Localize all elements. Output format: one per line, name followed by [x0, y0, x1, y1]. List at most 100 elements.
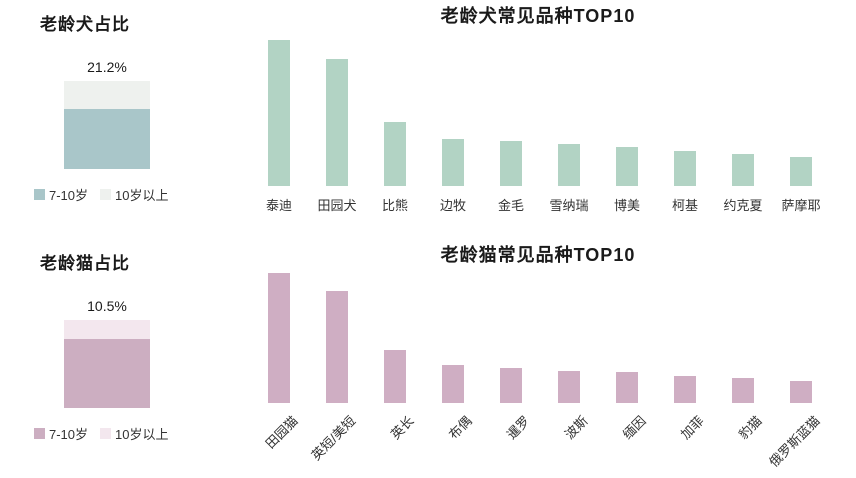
- x-axis-label: 俄罗斯蓝猫: [766, 413, 823, 470]
- cat-top10-title: 老龄猫常见品种TOP10: [440, 245, 636, 265]
- bar-缅因: [616, 371, 638, 403]
- bar-slot: 暹罗: [482, 273, 540, 473]
- x-axis-label: 豹猫: [735, 413, 765, 443]
- bar-slot: 萨摩耶: [772, 40, 830, 214]
- bar-area: [714, 40, 772, 186]
- bar-area: [714, 273, 772, 403]
- dog-top10-panel: 老龄犬常见品种TOP10 泰迪 田园犬 比熊 边牧 金毛 雪纳瑞 博美 柯基 约克夏 萨摩耶: [220, 0, 856, 239]
- x-axis-label: 雪纳瑞: [549, 198, 589, 213]
- dog-top10-chart: 泰迪 田园犬 比熊 边牧 金毛 雪纳瑞 博美 柯基 约克夏 萨摩耶: [220, 40, 856, 214]
- bar-area: [772, 40, 830, 186]
- legend-label: 10岁以上: [115, 188, 169, 203]
- legend-label: 10岁以上: [115, 427, 169, 442]
- bar-英短/美短: [326, 291, 348, 403]
- bar-slot: 边牧: [424, 40, 482, 214]
- bar-area: [308, 273, 366, 403]
- legend-label: 7-10岁: [49, 188, 89, 203]
- stack-segment-7-10岁: [64, 339, 150, 408]
- bar-slot: 泰迪: [250, 40, 308, 214]
- cat-share-legend: 7-10岁 10岁以上: [34, 424, 220, 443]
- bar-约克夏: [732, 153, 754, 186]
- x-axis-label: 英短/美短: [308, 413, 359, 464]
- legend-swatch-icon: [34, 189, 45, 200]
- cat-share-title: 老龄猫占比: [40, 254, 130, 273]
- bar-豹猫: [732, 378, 754, 403]
- bar-俄罗斯蓝猫: [790, 380, 812, 403]
- cat-share-chart: 10.5%: [64, 298, 150, 408]
- bar-slot: 雪纳瑞: [540, 40, 598, 214]
- cat-share-panel: 老龄猫占比 10.5% 7-10岁 10岁以上: [0, 239, 220, 478]
- dog-stacked-bar: [64, 81, 150, 169]
- legend-swatch-icon: [100, 189, 112, 200]
- bar-金毛: [500, 140, 522, 186]
- bar-area: [540, 40, 598, 186]
- bar-area: [308, 40, 366, 186]
- bar-波斯: [558, 370, 580, 403]
- dog-top10-title: 老龄犬常见品种TOP10: [440, 6, 636, 26]
- bar-area: [424, 273, 482, 403]
- bar-slot: 柯基: [656, 40, 714, 214]
- bar-slot: 俄罗斯蓝猫: [766, 273, 830, 473]
- x-axis-label: 边牧: [439, 198, 466, 213]
- x-axis-label: 波斯: [561, 413, 591, 443]
- bar-田园犬: [326, 58, 348, 186]
- bar-area: [598, 40, 656, 186]
- bar-area: [424, 40, 482, 186]
- bar-area: [482, 40, 540, 186]
- x-axis-label: 博美: [613, 198, 640, 213]
- bar-area: [250, 40, 308, 186]
- bar-area: [772, 273, 830, 403]
- bar-slot: 田园犬: [308, 40, 366, 214]
- dog-share-panel: 老龄犬占比 21.2% 7-10岁 10岁以上: [0, 0, 220, 239]
- bar-英长: [384, 349, 406, 403]
- bar-slot: 金毛: [482, 40, 540, 214]
- dog-share-value-label: 21.2%: [87, 59, 127, 75]
- legend-swatch-icon: [34, 428, 45, 439]
- x-axis-label: 约克夏: [723, 198, 763, 213]
- bar-萨摩耶: [790, 156, 812, 186]
- cat-top10-chart: 田园猫 英短/美短 英长 布偶 暹罗 波斯 缅因 加菲 豹猫 俄罗斯蓝猫: [220, 273, 856, 473]
- x-axis-label: 暹罗: [503, 413, 533, 443]
- bar-area: [540, 273, 598, 403]
- bar-slot: 加菲: [656, 273, 714, 473]
- dog-section: 老龄犬占比 21.2% 7-10岁 10岁以上 老龄犬常见品种TOP10 泰迪 田园…: [0, 0, 856, 239]
- bar-雪纳瑞: [558, 143, 580, 186]
- legend-swatch-icon: [100, 428, 112, 439]
- bar-area: [366, 40, 424, 186]
- legend-item-10岁以上: 10岁以上: [100, 424, 169, 443]
- bar-slot: 缅因: [598, 273, 656, 473]
- bar-area: [482, 273, 540, 403]
- bar-slot: 英短/美短: [308, 273, 366, 473]
- cat-share-value-label: 10.5%: [87, 298, 127, 314]
- x-axis-label: 缅因: [619, 413, 649, 443]
- legend-item-10岁以上: 10岁以上: [100, 185, 169, 204]
- x-axis-label: 萨摩耶: [781, 198, 821, 213]
- bar-slot: 布偶: [424, 273, 482, 473]
- legend-item-7-10岁: 7-10岁: [34, 424, 88, 443]
- bar-布偶: [442, 365, 464, 403]
- legend-item-7-10岁: 7-10岁: [34, 185, 88, 204]
- x-axis-label: 泰迪: [265, 198, 292, 213]
- stack-segment-7-10岁: [64, 109, 150, 169]
- cat-top10-panel: 老龄猫常见品种TOP10 田园猫 英短/美短 英长 布偶 暹罗 波斯 缅因 加菲 豹猫 俄罗斯蓝猫: [220, 239, 856, 478]
- cat-section: 老龄猫占比 10.5% 7-10岁 10岁以上 老龄猫常见品种TOP10 田园猫英…: [0, 239, 856, 478]
- stack-segment-10岁以上: [64, 81, 150, 110]
- bar-area: [366, 273, 424, 403]
- dog-share-chart: 21.2%: [64, 59, 150, 169]
- stack-segment-10岁以上: [64, 320, 150, 340]
- bar-area: [598, 273, 656, 403]
- bar-比熊: [384, 121, 406, 186]
- bar-泰迪: [268, 40, 290, 186]
- dog-share-legend: 7-10岁 10岁以上: [34, 185, 220, 204]
- x-axis-label: 金毛: [497, 198, 524, 213]
- x-axis-label: 比熊: [381, 198, 408, 213]
- bar-暹罗: [500, 367, 522, 403]
- bar-area: [656, 40, 714, 186]
- x-axis-label: 田园猫: [262, 413, 301, 452]
- x-axis-label: 加菲: [677, 413, 707, 443]
- bar-博美: [616, 146, 638, 186]
- cat-stacked-bar: [64, 320, 150, 408]
- bar-slot: 波斯: [540, 273, 598, 473]
- bar-边牧: [442, 139, 464, 186]
- bar-area: [250, 273, 308, 403]
